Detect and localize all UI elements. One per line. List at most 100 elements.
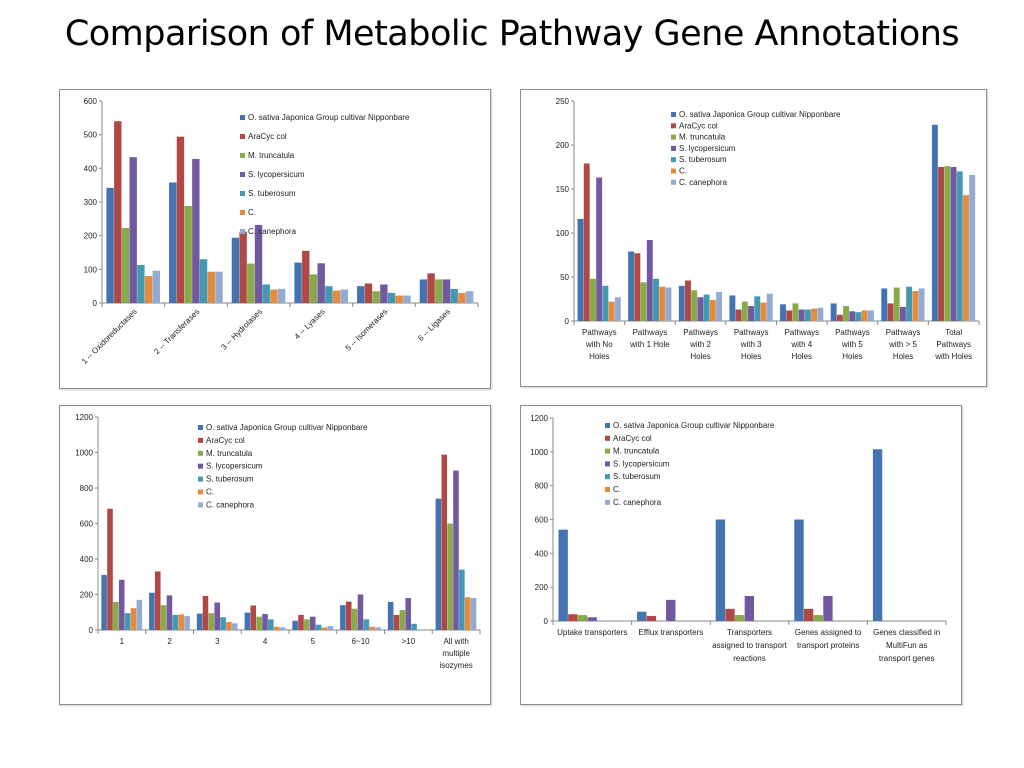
bar	[273, 626, 280, 630]
bar	[247, 263, 255, 303]
bar	[912, 291, 919, 321]
legend-swatch	[198, 489, 203, 495]
chart-isozymes: 0 200 400 600 800 1000 1200 1 2 3 4 5 6~10 >10 All wit…	[75, 413, 481, 670]
bar	[309, 274, 318, 303]
bar	[107, 508, 113, 630]
x-category-label: Pathways with 5 Holes	[835, 328, 870, 361]
y-tick-label: 1200	[530, 414, 548, 423]
bar	[608, 301, 615, 321]
bar	[144, 276, 153, 303]
legend-label: S. tuberosum	[679, 155, 727, 164]
y-tick-label: 250	[556, 97, 570, 106]
legend-swatch	[240, 210, 245, 215]
y-tick-label: 200	[84, 232, 98, 241]
bar	[906, 286, 913, 321]
bar	[938, 167, 945, 321]
bar	[794, 519, 804, 621]
legend-swatch	[671, 179, 676, 185]
bar	[130, 608, 137, 630]
bar	[614, 297, 621, 321]
x-category-label: 2	[167, 637, 172, 646]
bar	[357, 286, 365, 303]
y-tick-label: 200	[535, 583, 549, 592]
bar	[113, 601, 119, 630]
legend-swatch	[240, 115, 245, 120]
bar	[192, 158, 200, 303]
x-category-label: 4 -- Lyases	[293, 307, 327, 341]
bar	[304, 619, 310, 630]
y-tick-label: 1000	[530, 448, 548, 457]
bar	[375, 627, 381, 630]
bar	[166, 595, 173, 630]
legend-label: C.	[613, 485, 621, 494]
bar	[459, 569, 465, 630]
legend-label: C.	[206, 488, 214, 497]
x-category-label: Pathways with > 5 Holes	[886, 328, 921, 361]
bar	[628, 251, 635, 321]
bar	[118, 579, 125, 630]
bar	[136, 599, 143, 630]
bar	[447, 523, 453, 630]
chart-panel-transporters: 0 200 400 600 800 1000 1200 Uptake transporters…	[520, 405, 962, 705]
legend-label: M. truncatula	[613, 447, 660, 456]
bar	[364, 283, 373, 303]
legend-label: AraCyc col	[206, 436, 245, 445]
legend-swatch	[198, 502, 203, 508]
bar	[735, 309, 742, 321]
bar	[327, 626, 334, 630]
bar	[817, 307, 824, 321]
y-tick-label: 300	[84, 198, 98, 207]
bar	[387, 601, 394, 630]
bar	[804, 309, 811, 321]
bar	[748, 306, 754, 321]
bar	[715, 519, 726, 621]
bar	[931, 124, 938, 321]
bar	[393, 614, 400, 630]
bar	[849, 311, 856, 321]
bar	[302, 250, 310, 303]
chart-pathway-holes: 0 50 100 150 200 250 Pathways with No Holes Pathw…	[556, 97, 980, 361]
legend-swatch	[671, 123, 676, 129]
bar	[653, 278, 659, 321]
legend-label: AraCyc col	[679, 121, 718, 130]
bar	[470, 598, 477, 630]
bar	[646, 240, 653, 321]
legend-label: S. lycopersicum	[679, 144, 736, 153]
bar	[665, 287, 672, 321]
legend-swatch	[605, 435, 610, 441]
bar	[811, 308, 818, 321]
bar	[357, 594, 364, 630]
bar	[380, 284, 388, 303]
bar	[744, 595, 755, 621]
x-category-label: 3 -- Hydrolases	[219, 307, 264, 352]
bar	[160, 605, 167, 630]
bar	[881, 288, 888, 321]
bar	[270, 289, 278, 303]
bar	[640, 282, 647, 321]
legend-label: O. sativa Japonica Group cultivar Nippon…	[679, 110, 841, 119]
bar	[129, 157, 137, 303]
y-tick-label: 1000	[75, 449, 93, 458]
y-tick-label: 800	[80, 484, 94, 493]
bar	[735, 615, 745, 621]
x-category-label: Pathways with 4 Holes	[784, 328, 819, 361]
bar	[568, 614, 578, 621]
bar	[124, 613, 131, 630]
x-category-label: Pathways with 3 Holes	[734, 328, 769, 361]
legend-swatch	[198, 463, 203, 469]
bar	[798, 309, 805, 321]
legend-swatch	[605, 423, 610, 428]
bar	[450, 288, 458, 303]
legend-swatch	[671, 145, 676, 151]
x-category-label: All with multiple isozymes	[439, 637, 472, 670]
bar	[372, 291, 380, 303]
bar	[232, 623, 238, 630]
y-tick-label: 600	[535, 516, 549, 525]
legend-swatch	[671, 134, 676, 140]
x-category-label: 4	[263, 637, 268, 646]
legend-label: M. truncatula	[248, 151, 295, 160]
bar	[427, 273, 435, 303]
bar	[196, 613, 203, 630]
bar	[101, 574, 107, 630]
y-tick-label: 150	[556, 185, 570, 194]
